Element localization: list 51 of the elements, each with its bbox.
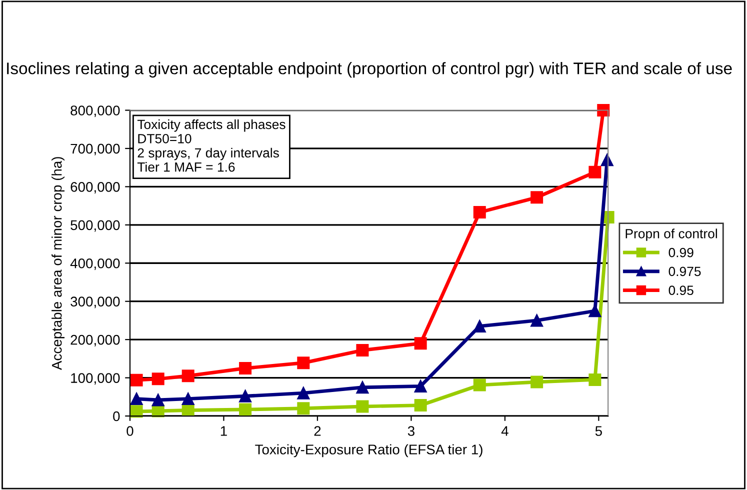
- point: [239, 390, 252, 402]
- x-tick-label: 5: [595, 426, 602, 436]
- point: [588, 304, 602, 318]
- legend-label: 0.95: [668, 286, 694, 296]
- point: [530, 314, 544, 327]
- y-tick-label: 100,000: [71, 373, 120, 385]
- point: [473, 320, 486, 332]
- y-tick-label: 300,000: [70, 296, 120, 308]
- point: [152, 372, 164, 386]
- point: [473, 378, 486, 392]
- point: [297, 402, 310, 415]
- point: [588, 166, 602, 178]
- y-tick-label: 400,000: [70, 258, 120, 270]
- x-tick-label: 1: [220, 426, 227, 436]
- point: [239, 362, 252, 374]
- annotation: Toxicity affects all phases DT50=10 2 sprays, 7 day intervals Tier 1 MAF = 1.6: [137, 119, 286, 172]
- point: [297, 386, 310, 400]
- chart-title: Isoclines relating a given acceptable endpoint (proportion of control pgr) with TER and scale of use: [7, 62, 732, 78]
- point: [530, 376, 544, 388]
- point: [588, 373, 602, 386]
- x-axis-title: Toxicity-Exposure Ratio (EFSA tier 1): [255, 444, 482, 458]
- y-tick-label: 800,000: [70, 106, 120, 118]
- point: [530, 191, 544, 204]
- point: [297, 356, 310, 370]
- legend-label: 0.975: [668, 266, 701, 276]
- x-tick-label: 3: [408, 426, 414, 436]
- point: [414, 380, 427, 392]
- y-tick-label: 0: [113, 411, 120, 422]
- y-tick-label: 600,000: [70, 182, 120, 194]
- y-tick-label: 200,000: [70, 334, 120, 346]
- point: [356, 400, 369, 413]
- point: [356, 344, 369, 357]
- point: [239, 403, 252, 416]
- y-axis-title: Acceptable area of minor crop (ha): [52, 157, 64, 370]
- point: [130, 392, 143, 406]
- point: [356, 381, 369, 394]
- point: [473, 206, 486, 219]
- x-tick-label: 4: [501, 426, 508, 436]
- point: [152, 394, 164, 406]
- y-tick-label: 700,000: [70, 144, 120, 156]
- point: [414, 337, 427, 350]
- point: [130, 405, 143, 418]
- legend-label: 0.99: [668, 248, 694, 258]
- x-tick-label: 0: [126, 426, 134, 436]
- point: [182, 370, 194, 382]
- legend-title: Propn of control: [626, 228, 717, 241]
- x-tick-label: 2: [314, 426, 321, 436]
- point: [414, 399, 427, 412]
- y-tick-label: 500,000: [70, 220, 120, 232]
- point: [182, 392, 194, 406]
- point: [130, 374, 143, 386]
